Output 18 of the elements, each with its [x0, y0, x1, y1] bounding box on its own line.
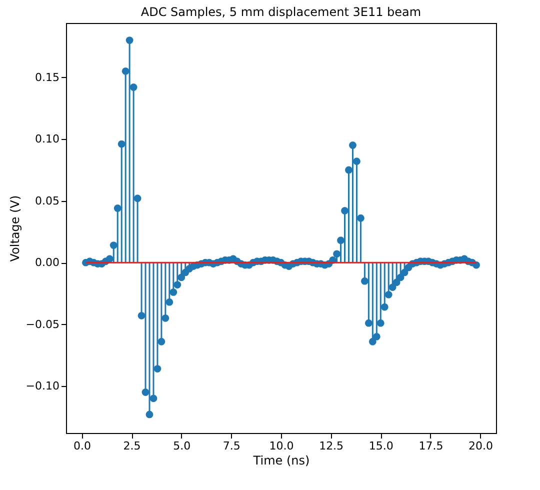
x-tick-label: 5.0: [173, 440, 191, 452]
y-tick-label: 0.10: [35, 132, 60, 146]
chart-title: ADC Samples, 5 mm displacement 3E11 beam: [140, 5, 422, 19]
x-axis-title: Time (ns): [252, 454, 310, 468]
y-tick-label: −0.10: [26, 380, 60, 393]
y-axis-title: Voltage (V): [8, 195, 22, 262]
x-tick-label: 12.5: [319, 440, 344, 452]
x-tick-label: 7.5: [222, 440, 240, 452]
y-tick-label: 0.15: [35, 70, 60, 84]
x-tick-label: 10.0: [269, 440, 294, 452]
y-tick-label: 0.05: [35, 194, 60, 208]
x-tick-label: 17.5: [418, 440, 444, 452]
x-tick-label: 20.0: [468, 440, 494, 452]
x-tick-label: 15.0: [368, 440, 394, 452]
x-tick-label: 2.5: [123, 440, 141, 452]
y-tick-label: 0.00: [35, 256, 60, 270]
y-tick-label: −0.05: [26, 318, 60, 331]
x-tick-label: 0.0: [73, 440, 91, 452]
